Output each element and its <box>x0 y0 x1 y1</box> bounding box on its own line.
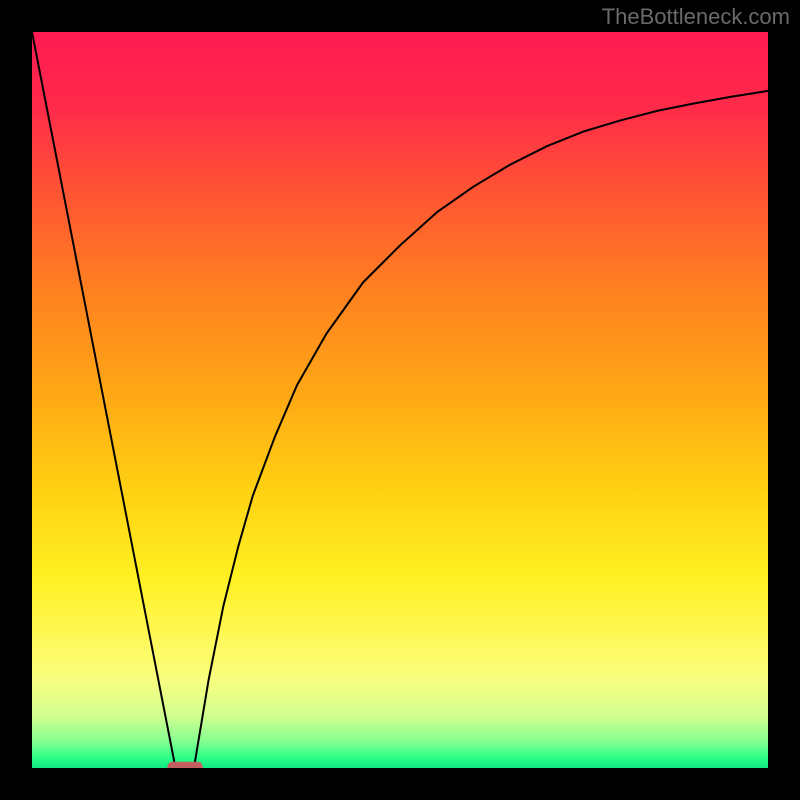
plot-area <box>32 32 768 768</box>
watermark-text: TheBottleneck.com <box>602 4 790 30</box>
gradient-background <box>32 32 768 768</box>
plot-svg <box>32 32 768 768</box>
optimal-marker <box>167 762 202 768</box>
chart-container: TheBottleneck.com <box>0 0 800 800</box>
